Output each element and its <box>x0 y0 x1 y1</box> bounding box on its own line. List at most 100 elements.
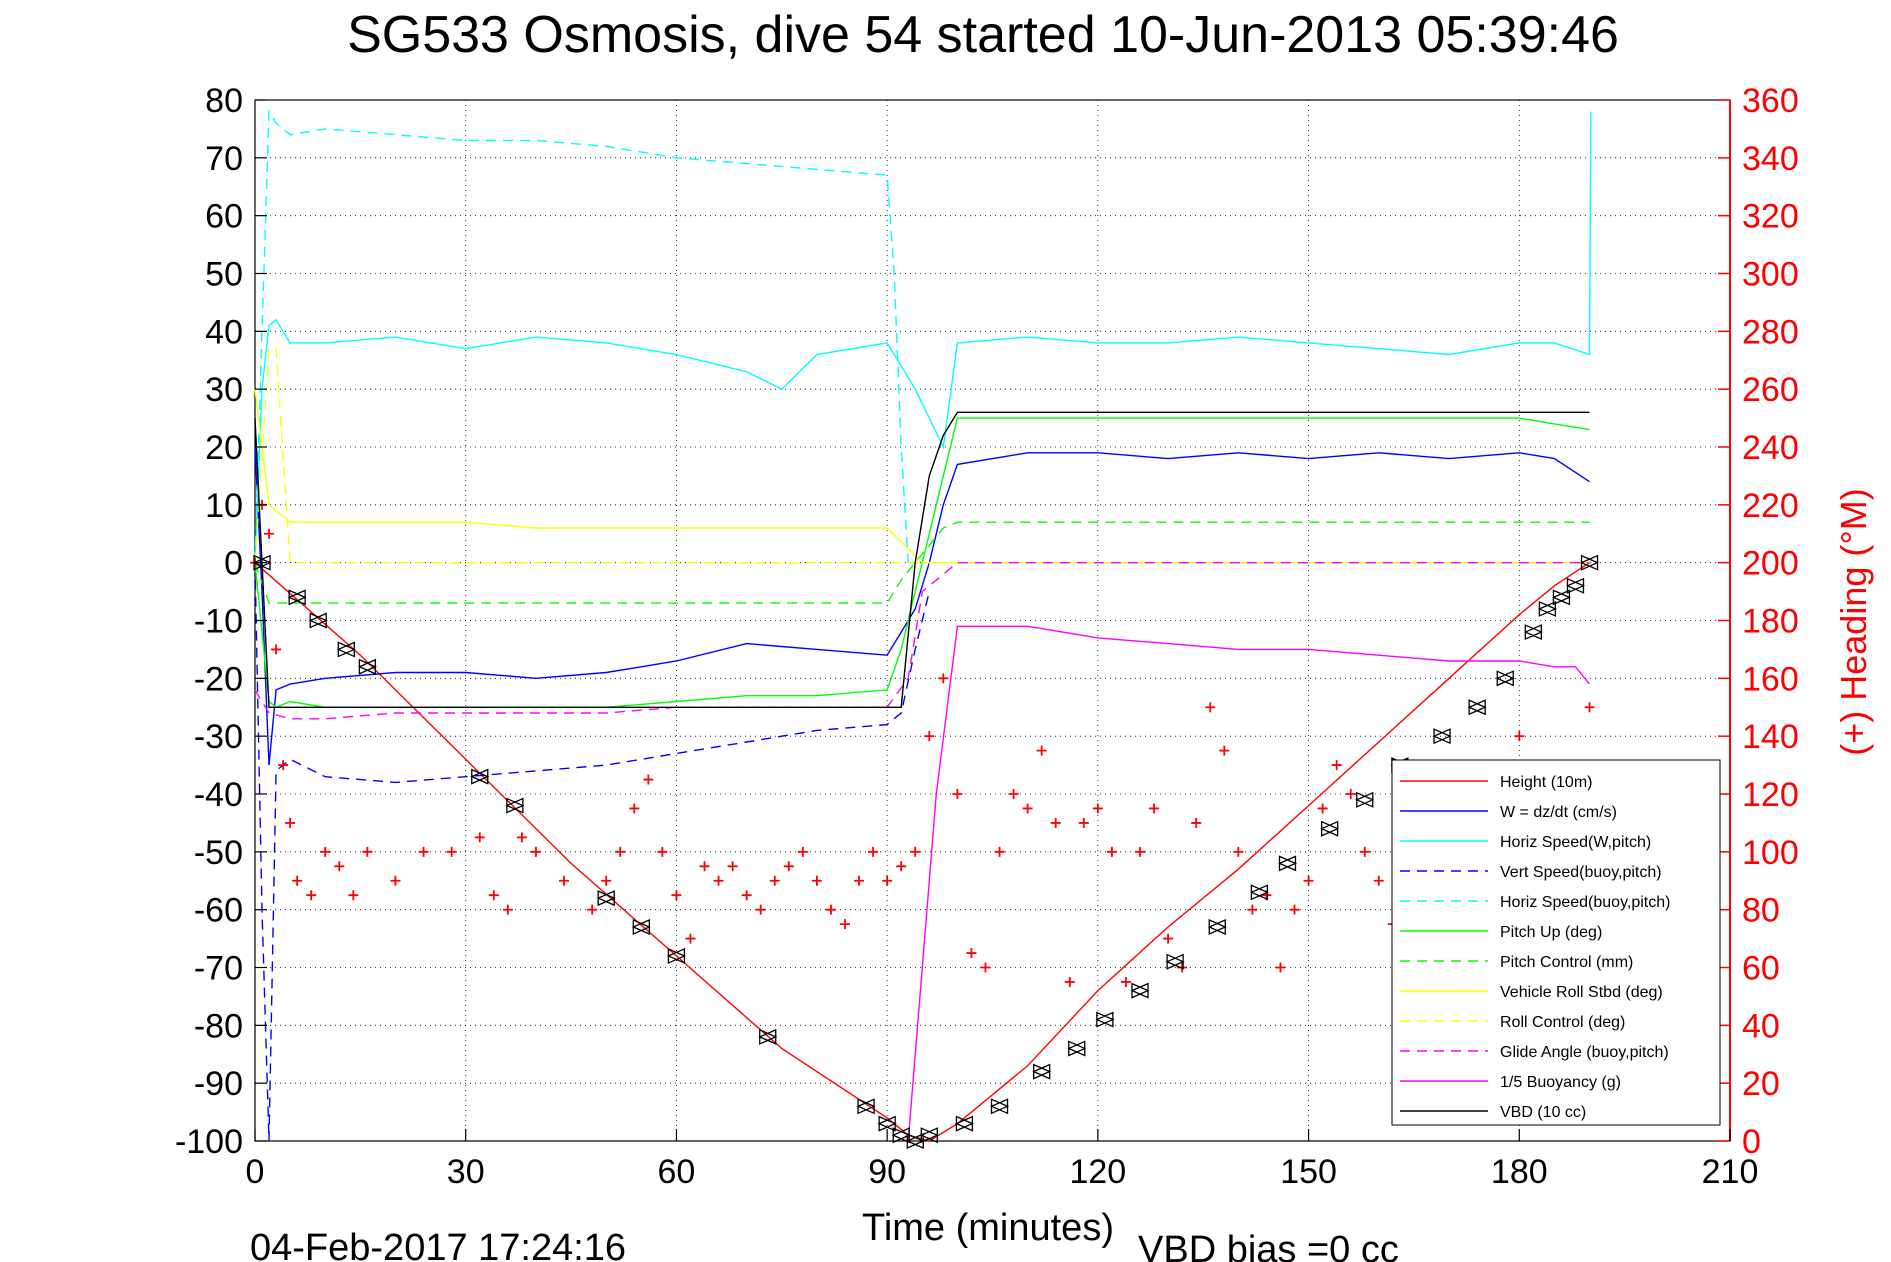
heading-marker <box>1036 745 1047 756</box>
depth-marker <box>631 919 651 936</box>
series-7-line <box>254 389 1590 564</box>
depth-marker <box>1130 982 1150 999</box>
series-1-line <box>254 446 1590 766</box>
y-right-tick-label: 240 <box>1742 429 1799 467</box>
y-tick-label: 0 <box>224 545 243 583</box>
heading-marker <box>1120 976 1131 987</box>
depth-marker <box>1551 589 1572 606</box>
y-right-tick-label: 0 <box>1742 1123 1761 1161</box>
heading-marker <box>868 846 879 857</box>
chart-title: SG533 Osmosis, dive 54 started 10-Jun-20… <box>347 6 1619 64</box>
heading-marker <box>1008 789 1019 799</box>
y-right-tick-label: 320 <box>1742 198 1799 236</box>
heading-marker <box>671 890 682 901</box>
series-9-line <box>254 562 1590 720</box>
heading-marker <box>488 890 499 901</box>
heading-marker <box>741 890 752 901</box>
y-tick-label: -100 <box>175 1123 243 1161</box>
heading-marker <box>924 731 935 742</box>
depth-marker <box>758 1028 778 1045</box>
y-right-tick-label: 200 <box>1742 545 1799 583</box>
x-tick-label: 90 <box>868 1153 906 1191</box>
y-tick-label: -60 <box>194 892 243 930</box>
depth-marker <box>1095 1011 1115 1028</box>
heading-marker <box>657 846 668 857</box>
heading-marker <box>797 846 808 857</box>
y-right-tick-label: 300 <box>1742 256 1799 294</box>
heading-marker <box>713 875 724 886</box>
heading-marker <box>1359 846 1370 857</box>
x-tick-label: 0 <box>246 1153 265 1191</box>
heading-marker <box>278 760 289 771</box>
x-tick-label: 120 <box>1069 1153 1126 1191</box>
heading-marker <box>1584 702 1595 713</box>
y-tick-label: -80 <box>194 1007 243 1045</box>
heading-marker <box>980 962 991 973</box>
heading-marker <box>601 875 612 886</box>
y-tick-label: 60 <box>205 198 243 236</box>
y-right-tick-label: 120 <box>1742 776 1799 814</box>
depth-marker <box>666 947 687 964</box>
series-2-line <box>254 111 1592 563</box>
legend-label: 1/5 Buoyancy (g) <box>1500 1074 1621 1091</box>
x-tick-label: 210 <box>1702 1153 1759 1191</box>
heading-marker <box>1317 803 1328 814</box>
depth-marker <box>954 1115 975 1132</box>
depth-marker <box>357 658 378 675</box>
heading-marker <box>502 904 513 915</box>
y-tick-label: 10 <box>205 487 243 525</box>
heading-marker <box>825 904 836 915</box>
y-tick-label: 80 <box>205 82 243 120</box>
series-10-line <box>907 625 1591 1142</box>
y-right-tick-label: 260 <box>1742 371 1799 409</box>
depth-marker <box>470 768 490 785</box>
series-11-line <box>254 411 1590 708</box>
footer-timestamp: 04-Feb-2017 17:24:16 <box>250 1227 626 1262</box>
heading-marker <box>994 846 1005 857</box>
y-tick-label: -30 <box>194 718 243 756</box>
depth-marker <box>287 589 307 606</box>
heading-marker <box>1078 817 1089 828</box>
legend-label: Pitch Up (deg) <box>1500 924 1602 941</box>
depth-marker <box>1565 577 1586 594</box>
heading-marker <box>755 904 766 915</box>
heading-marker <box>1163 933 1174 944</box>
depth-marker <box>1277 855 1298 872</box>
heading-marker <box>306 890 317 901</box>
legend-box <box>1391 759 1721 1126</box>
heading-marker <box>1191 817 1202 828</box>
depth-marker <box>308 612 328 629</box>
heading-marker <box>334 861 345 872</box>
legend-label: Horiz Speed(buoy,pitch) <box>1500 894 1670 911</box>
depth-marker <box>596 890 616 907</box>
heading-marker <box>292 875 303 886</box>
heading-marker <box>727 861 738 872</box>
heading-marker <box>938 673 949 684</box>
right-ticks: 3603403203002802602402202001801601401201… <box>1718 82 1799 1161</box>
heading-marker <box>530 846 541 857</box>
legend-label: Horiz Speed(W,pitch) <box>1500 834 1651 851</box>
legend: Height (10m) W = dz/dt (cm/s) Horiz Speed(… <box>1391 759 1721 1126</box>
depth-marker <box>252 554 272 571</box>
heading-marker <box>629 803 640 814</box>
y-tick-label: 70 <box>205 140 243 178</box>
series-0-line <box>254 562 1590 1142</box>
depth-marker <box>505 797 525 814</box>
x-tick-label: 60 <box>658 1153 696 1191</box>
series-4-line <box>254 109 909 563</box>
heading-marker <box>1050 817 1061 828</box>
depth-marker <box>1320 820 1340 837</box>
depth-marker <box>1523 624 1543 641</box>
y-right-tick-label: 140 <box>1742 718 1799 756</box>
depth-marker <box>1165 953 1185 970</box>
depth-marker <box>336 641 356 658</box>
depth-marker <box>856 1098 876 1115</box>
depth-marker <box>1067 1040 1087 1057</box>
heading-marker <box>1373 875 1384 886</box>
heading-marker <box>1345 789 1356 799</box>
y-right-tick-label: 40 <box>1742 1007 1780 1045</box>
heading-marker <box>390 875 401 886</box>
heading-marker <box>769 875 780 886</box>
heading-marker <box>685 933 696 944</box>
y-right-tick-label: 220 <box>1742 487 1799 525</box>
